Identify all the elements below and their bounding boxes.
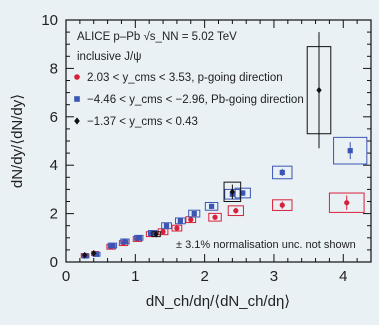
data-marks: [80, 32, 368, 259]
data-point: [82, 251, 88, 259]
data-point: [177, 218, 183, 224]
legend-label: −1.37 < y_cms < 0.43: [87, 116, 198, 128]
y-tick-label: 6: [50, 109, 58, 126]
data-point: [109, 242, 116, 249]
data-point: [240, 190, 246, 196]
data-point: [174, 225, 180, 231]
data-point: [150, 230, 156, 236]
y-tick-label: 0: [50, 254, 58, 271]
systematic-box: [188, 209, 201, 218]
x-tick-label: 1: [131, 268, 139, 285]
data-point: [122, 238, 128, 245]
legend: ALICE p–Pb √s_NN = 5.02 TeV inclusive J/…: [74, 30, 304, 128]
data-point: [233, 208, 239, 214]
y-tick-label: 10: [41, 12, 58, 29]
data-point: [91, 249, 97, 257]
x-tick-label: 2: [200, 268, 208, 285]
systematic-box: [328, 192, 365, 213]
legend-marker-diamond: [74, 117, 80, 125]
data-point: [279, 202, 285, 208]
systematic-box: [223, 181, 242, 202]
y-tick-label: 2: [50, 206, 58, 223]
legend-header-particle: inclusive J/ψ: [77, 51, 141, 63]
data-point: [160, 229, 166, 235]
data-point: [208, 203, 215, 209]
legend-header-experiment: ALICE p–Pb √s_NN = 5.02 TeV: [77, 30, 237, 43]
systematic-box: [333, 136, 368, 165]
x-tick-label: 0: [62, 268, 70, 285]
axis-tick-labels: 0 1 2 3 4 0 2 4 6 8 10: [41, 12, 347, 285]
x-tick-label: 4: [339, 268, 347, 285]
data-point: [347, 148, 353, 154]
systematic-box: [204, 201, 219, 211]
y-tick-label: 8: [50, 60, 58, 77]
data-point: [191, 211, 197, 217]
data-point: [212, 214, 218, 220]
data-point: [279, 169, 285, 176]
data-point: [153, 230, 159, 238]
legend-entries: 2.03 < y_cms < 3.53, p-going direction −4…: [74, 72, 304, 128]
series-diamond: [82, 32, 332, 259]
legend-label: 2.03 < y_cms < 3.53, p-going direction: [87, 72, 283, 84]
data-point: [93, 251, 100, 257]
y-axis-title: dN/dy/⟨dN/dy⟩: [9, 94, 26, 188]
data-point: [136, 235, 142, 241]
data-point: [229, 188, 235, 196]
data-point: [188, 217, 194, 223]
legend-marker-circle: [74, 74, 80, 80]
systematic-box: [227, 205, 244, 217]
normalisation-note: ± 3.1% normalisation unc. not shown: [176, 239, 356, 251]
x-tick-label: 3: [270, 268, 278, 285]
systematic-box: [208, 212, 222, 222]
systematic-box: [272, 165, 293, 180]
data-point: [316, 86, 322, 94]
systematic-box: [272, 199, 293, 211]
systematic-box: [234, 187, 251, 199]
systematic-box: [161, 222, 172, 230]
axis-ticks: [65, 19, 372, 263]
systematic-box: [171, 224, 183, 232]
y-tick-label: 4: [50, 157, 58, 174]
legend-marker-square: [74, 96, 80, 102]
data-point: [344, 200, 350, 206]
x-axis-title: dN_ch/dη/⟨dN_ch/dη⟩: [146, 293, 290, 310]
legend-label: −4.46 < y_cms < −2.96, Pb-going directio…: [87, 94, 304, 106]
data-point: [163, 223, 170, 229]
systematic-box: [175, 217, 186, 225]
